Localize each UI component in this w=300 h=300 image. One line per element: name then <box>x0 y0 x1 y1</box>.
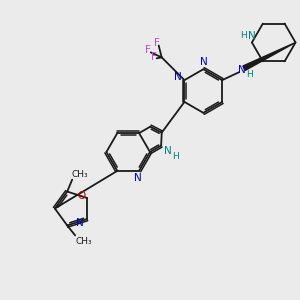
Text: F: F <box>145 45 151 56</box>
Text: N: N <box>134 173 142 183</box>
Text: N: N <box>164 146 172 157</box>
Text: F: F <box>154 38 160 49</box>
Text: H: H <box>172 152 178 161</box>
Text: H: H <box>241 31 248 40</box>
Text: N: N <box>248 31 256 40</box>
Text: N: N <box>200 57 208 67</box>
Text: F: F <box>151 52 157 62</box>
Text: O: O <box>77 191 85 201</box>
Text: N: N <box>238 65 246 75</box>
Text: N: N <box>174 72 182 82</box>
Polygon shape <box>243 43 296 70</box>
Text: CH₃: CH₃ <box>76 237 92 246</box>
Text: CH₃: CH₃ <box>72 170 88 179</box>
Text: H: H <box>247 70 253 79</box>
Text: N: N <box>76 218 84 228</box>
